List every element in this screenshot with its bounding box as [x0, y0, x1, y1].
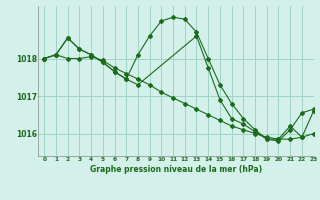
X-axis label: Graphe pression niveau de la mer (hPa): Graphe pression niveau de la mer (hPa) — [90, 165, 262, 174]
